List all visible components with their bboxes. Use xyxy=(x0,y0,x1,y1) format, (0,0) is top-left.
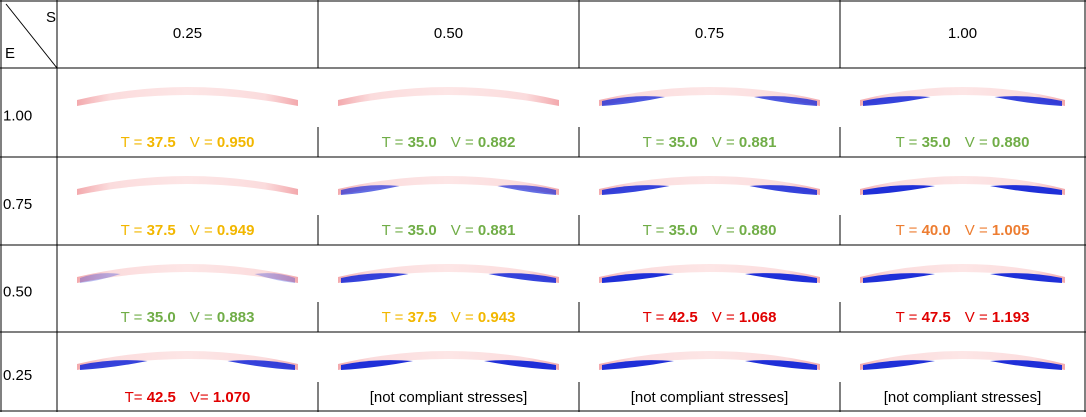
t-value: 37.5 xyxy=(147,222,176,239)
v-value: 1.070 xyxy=(213,389,251,406)
cell-result: T = 42.5 V = 1.068 xyxy=(643,309,777,326)
t-value: 35.0 xyxy=(147,309,176,326)
v-value: 0.943 xyxy=(478,309,516,326)
t-value: 35.0 xyxy=(922,134,951,151)
cell-result: T = 47.5 V = 1.193 xyxy=(896,309,1030,326)
t-value: 35.0 xyxy=(669,222,698,239)
v-label: V = xyxy=(451,222,478,239)
arch xyxy=(599,176,820,195)
column-header: 1.00 xyxy=(948,25,977,42)
stress-zone xyxy=(255,273,296,283)
row-label: 0.75 xyxy=(3,196,32,213)
column-header: 0.50 xyxy=(434,25,463,42)
cell-result: T = 35.0 V = 0.880 xyxy=(643,222,777,239)
v-label: V = xyxy=(451,309,478,326)
corner-s: S xyxy=(46,9,56,26)
v-label: V = xyxy=(190,222,217,239)
t-label: T= xyxy=(125,389,147,406)
v-value: 0.880 xyxy=(992,134,1030,151)
t-label: T = xyxy=(121,222,147,239)
v-value: 1.068 xyxy=(739,309,777,326)
cell-result: T = 35.0 V = 0.880 xyxy=(896,134,1030,151)
cell-result: T = 35.0 V = 0.881 xyxy=(382,222,516,239)
v-label: V = xyxy=(965,134,992,151)
t-label: T = xyxy=(121,309,147,326)
corner-e: E xyxy=(5,45,15,62)
t-value: 37.5 xyxy=(147,134,176,151)
t-value: 35.0 xyxy=(408,222,437,239)
t-label: T = xyxy=(643,134,669,151)
t-label: T = xyxy=(896,309,922,326)
arch xyxy=(77,176,298,195)
v-label: V = xyxy=(712,222,739,239)
t-value: 35.0 xyxy=(408,134,437,151)
t-label: T = xyxy=(643,309,669,326)
arch xyxy=(77,87,298,106)
t-label: T = xyxy=(643,222,669,239)
t-label: T = xyxy=(121,134,147,151)
t-value: 40.0 xyxy=(922,222,951,239)
row-label: 0.25 xyxy=(3,367,32,384)
cell-result: T= 42.5 V= 1.070 xyxy=(125,389,251,406)
v-label: V = xyxy=(965,309,992,326)
v-value: 0.880 xyxy=(739,222,777,239)
arch xyxy=(338,264,559,283)
column-header: 0.75 xyxy=(695,25,724,42)
t-value: 42.5 xyxy=(669,309,698,326)
t-value: 42.5 xyxy=(147,389,176,406)
v-value: 0.883 xyxy=(217,309,255,326)
v-label: V= xyxy=(190,389,213,406)
v-value: 0.882 xyxy=(478,134,516,151)
cell-note: [not compliant stresses] xyxy=(631,389,789,406)
v-label: V = xyxy=(451,134,478,151)
v-label: V = xyxy=(190,309,217,326)
arch xyxy=(338,87,559,106)
cell-result: T = 40.0 V = 1.005 xyxy=(896,222,1030,239)
v-label: V = xyxy=(712,134,739,151)
cell-note: [not compliant stresses] xyxy=(884,389,1042,406)
t-value: 35.0 xyxy=(669,134,698,151)
t-label: T = xyxy=(896,134,922,151)
cell-result: T = 35.0 V = 0.881 xyxy=(643,134,777,151)
v-value: 0.950 xyxy=(217,134,255,151)
column-header: 0.25 xyxy=(173,25,202,42)
t-label: T = xyxy=(382,309,408,326)
stress-zone xyxy=(80,273,121,283)
t-label: T = xyxy=(382,134,408,151)
cell-result: T = 35.0 V = 0.882 xyxy=(382,134,516,151)
v-label: V = xyxy=(965,222,992,239)
cell-note: [not compliant stresses] xyxy=(370,389,528,406)
t-label: T = xyxy=(382,222,408,239)
v-label: V = xyxy=(712,309,739,326)
results-table: S E 0.25 0.50 0.75 1.00 1.00 T = 37.5 V = 0.95… xyxy=(0,0,1086,412)
arch xyxy=(599,87,820,106)
cell-result: T = 37.5 V = 0.943 xyxy=(382,309,516,326)
v-value: 0.949 xyxy=(217,222,255,239)
v-value: 1.005 xyxy=(992,222,1030,239)
v-value: 0.881 xyxy=(739,134,777,151)
row-label: 1.00 xyxy=(3,107,32,124)
cell-result: T = 37.5 V = 0.950 xyxy=(121,134,255,151)
cell-result: T = 37.5 V = 0.949 xyxy=(121,222,255,239)
t-label: T = xyxy=(896,222,922,239)
t-value: 47.5 xyxy=(922,309,951,326)
v-value: 0.881 xyxy=(478,222,516,239)
v-label: V = xyxy=(190,134,217,151)
arch xyxy=(77,351,298,370)
row-label: 0.50 xyxy=(3,283,32,300)
t-value: 37.5 xyxy=(408,309,437,326)
v-value: 1.193 xyxy=(992,309,1030,326)
cell-result: T = 35.0 V = 0.883 xyxy=(121,309,255,326)
